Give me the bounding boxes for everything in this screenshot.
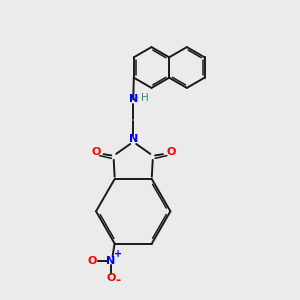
Text: H: H — [141, 93, 148, 103]
Text: O: O — [88, 256, 97, 266]
Text: N: N — [129, 94, 138, 104]
Text: O: O — [106, 273, 116, 283]
Text: O: O — [166, 147, 175, 158]
Text: O: O — [91, 147, 100, 158]
Text: -: - — [115, 274, 120, 287]
Text: N: N — [129, 134, 138, 145]
Text: N: N — [106, 256, 116, 266]
Text: +: + — [115, 249, 123, 259]
